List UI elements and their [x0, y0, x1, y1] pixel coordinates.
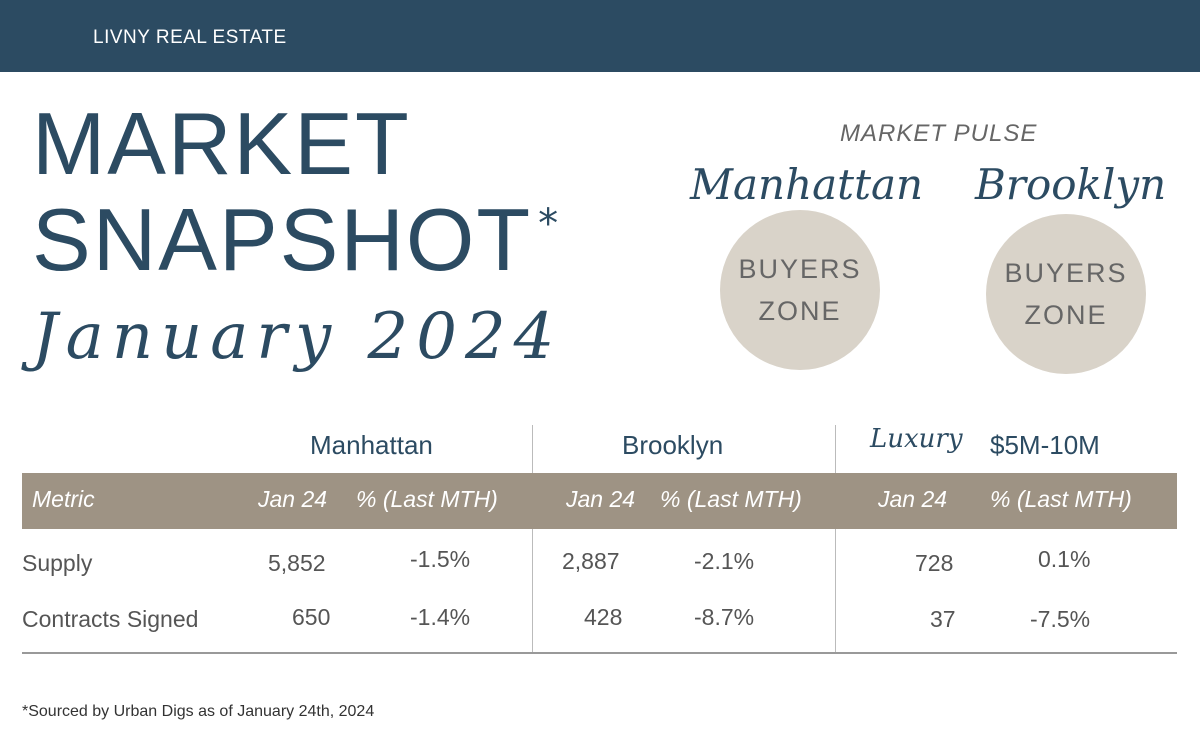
header-jan: Jan 24	[878, 486, 948, 512]
table-bottom-rule	[22, 652, 1177, 654]
title-line-1: MARKET	[32, 94, 411, 193]
cell-pct: -2.1%	[694, 548, 755, 574]
cell-value: 5,852	[268, 550, 326, 576]
pulse-area-brooklyn: Brooklyn	[975, 160, 1167, 209]
header-pct: % (Last MTH)	[660, 486, 802, 512]
cell-value: 37	[930, 606, 956, 632]
top-bar	[0, 0, 1200, 72]
title-line-2-wrap: SNAPSHOT *	[32, 196, 558, 284]
header-jan: Jan 24	[258, 486, 328, 512]
cell-value: 428	[584, 604, 623, 630]
subtitle: January 2024	[32, 300, 563, 374]
header-pct: % (Last MTH)	[356, 486, 498, 512]
cell-value: 728	[915, 550, 954, 576]
header-metric: Metric	[32, 486, 95, 512]
row-metric: Contracts Signed	[22, 606, 199, 632]
brooklyn-status-badge: BUYERS ZONE	[986, 214, 1146, 374]
pulse-area-manhattan: Manhattan	[690, 160, 924, 209]
group-header-luxury-script: Luxury	[870, 424, 963, 454]
cell-pct: -1.4%	[410, 604, 471, 630]
column-divider	[835, 425, 836, 653]
header-pct: % (Last MTH)	[990, 486, 1132, 512]
cell-value: 650	[292, 604, 331, 630]
brand-name: LIVNY REAL ESTATE	[93, 27, 287, 48]
row-metric: Supply	[22, 550, 93, 576]
title-line-2: SNAPSHOT	[32, 190, 533, 289]
column-divider	[532, 425, 533, 653]
cell-pct: -7.5%	[1030, 606, 1091, 632]
group-header-manhattan: Manhattan	[310, 430, 433, 460]
status-line-2: ZONE	[1024, 300, 1108, 330]
footnote: *Sourced by Urban Digs as of January 24t…	[22, 703, 375, 720]
cell-pct: -8.7%	[694, 604, 755, 630]
status-line-1: BUYERS	[1004, 258, 1128, 288]
title-asterisk: *	[538, 201, 559, 247]
cell-pct: -1.5%	[410, 546, 471, 572]
cell-pct: 0.1%	[1038, 546, 1091, 572]
market-pulse-label: MARKET PULSE	[840, 120, 1038, 147]
status-line-1: BUYERS	[738, 254, 862, 284]
cell-value: 2,887	[562, 548, 620, 574]
status-line-2: ZONE	[758, 296, 842, 326]
table-header-band	[22, 473, 1177, 529]
header-jan: Jan 24	[566, 486, 636, 512]
group-header-luxury-range: $5M-10M	[990, 430, 1100, 460]
group-header-brooklyn: Brooklyn	[622, 430, 724, 460]
manhattan-status-badge: BUYERS ZONE	[720, 210, 880, 370]
